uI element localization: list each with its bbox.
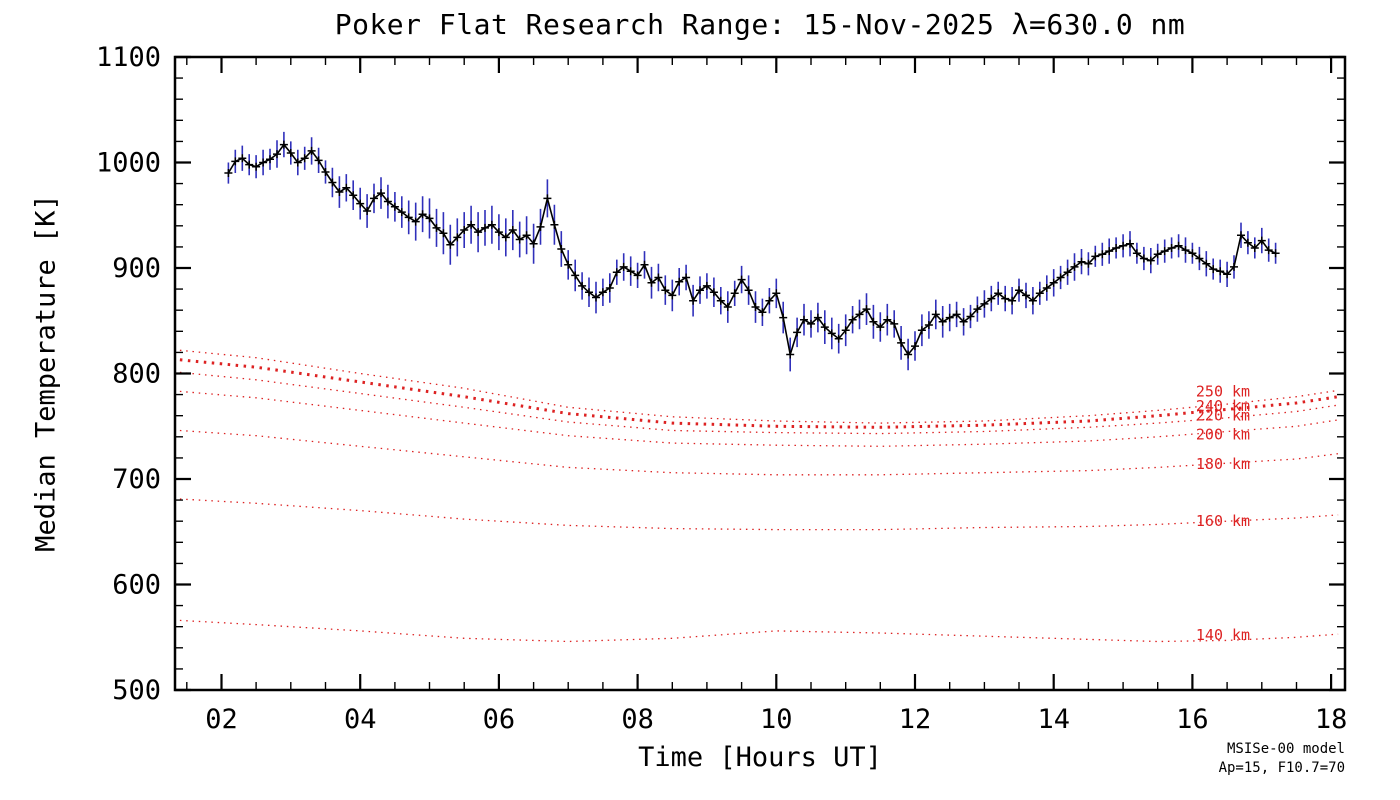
error-bars bbox=[227, 131, 1277, 372]
temperature-line bbox=[227, 143, 1276, 356]
plot-box bbox=[173, 55, 1347, 692]
x-tick-label: 14 bbox=[1037, 704, 1070, 735]
x-tick-label: 04 bbox=[344, 704, 377, 735]
model-footer: MSISe-00 model Ap=15, F10.7=70 bbox=[1219, 740, 1345, 778]
major-ticks bbox=[175, 55, 1345, 692]
y-tick-label: 600 bbox=[112, 570, 161, 601]
model-curve-220-km bbox=[179, 371, 1339, 435]
model-curve-label-250-km: 250 km bbox=[1196, 382, 1250, 400]
x-tick-label: 08 bbox=[621, 704, 654, 735]
data-point-markers bbox=[224, 140, 1280, 359]
model-curve-200-km bbox=[179, 390, 1339, 447]
y-tick-label: 1100 bbox=[96, 42, 161, 73]
x-tick-label: 02 bbox=[205, 704, 238, 735]
model-curve-250-km bbox=[179, 349, 1339, 424]
y-tick-label: 500 bbox=[112, 675, 161, 706]
model-curve-label-160-km: 160 km bbox=[1196, 512, 1250, 530]
x-tick-label: 10 bbox=[760, 704, 793, 735]
model-curve-160-km bbox=[179, 498, 1339, 531]
minor-ticks bbox=[175, 57, 1345, 690]
model-curve-180-km bbox=[179, 429, 1339, 476]
y-axis-title: Median Temperature [K] bbox=[30, 194, 62, 552]
model-footer-line-1: MSISe-00 model bbox=[1226, 741, 1345, 757]
model-footer-line-2: Ap=15, F10.7=70 bbox=[1218, 759, 1345, 776]
model-curve-140-km bbox=[179, 619, 1339, 643]
y-tick-label: 1000 bbox=[96, 148, 161, 179]
model-curve-label-200-km: 200 km bbox=[1196, 426, 1250, 444]
model-curve-label-180-km: 180 km bbox=[1196, 455, 1250, 473]
x-axis-title: Time [Hours UT] bbox=[638, 742, 882, 773]
chart-title: Poker Flat Research Range: 15-Nov-2025 λ… bbox=[334, 8, 1186, 41]
y-tick-label: 900 bbox=[112, 253, 161, 284]
x-tick-label: 16 bbox=[1176, 704, 1209, 735]
x-tick-label: 12 bbox=[899, 704, 932, 735]
x-tick-label: 06 bbox=[483, 704, 516, 735]
x-tick-label: 18 bbox=[1315, 704, 1348, 735]
model-curve-label-220-km: 220 km bbox=[1196, 407, 1250, 425]
y-tick-label: 800 bbox=[112, 359, 161, 390]
model-curve-label-140-km: 140 km bbox=[1196, 626, 1250, 644]
y-tick-label: 700 bbox=[112, 464, 161, 495]
model-curve-label-240-km: 240 km bbox=[1196, 397, 1250, 415]
model-curve-240-km bbox=[179, 358, 1339, 429]
